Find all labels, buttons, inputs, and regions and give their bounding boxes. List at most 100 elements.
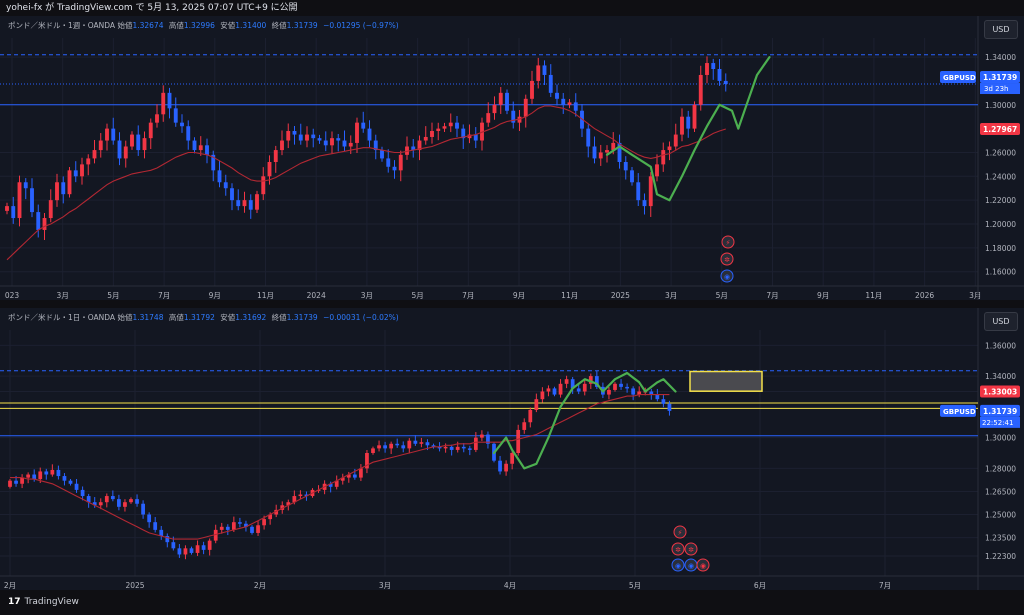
candle-body: [377, 445, 381, 449]
event-icon-glyph: ◉: [688, 562, 694, 570]
candle-body: [135, 499, 139, 504]
candle-body: [167, 92, 172, 109]
candle-body: [207, 540, 212, 550]
candle-body: [136, 134, 141, 151]
candle-body: [30, 188, 34, 213]
candle-body: [311, 134, 316, 139]
candle-body: [617, 142, 622, 162]
candle-body: [711, 63, 716, 69]
candle-body: [552, 388, 557, 395]
candle-body: [567, 102, 572, 105]
candle-body: [455, 446, 460, 450]
candle-body: [346, 474, 351, 478]
close-label: 終値: [271, 313, 287, 322]
drawn-wave-line: [605, 56, 771, 202]
candle-body: [201, 545, 206, 550]
candle-body: [267, 162, 272, 177]
candle-body: [155, 114, 159, 123]
y-tick-label: 1.24000: [985, 172, 1016, 181]
candle-body: [573, 102, 578, 111]
x-tick-label: 3月: [665, 291, 677, 300]
candle-body: [244, 523, 248, 527]
x-tick-label: 5月: [629, 581, 641, 590]
candle-body: [261, 176, 266, 195]
candle-body: [576, 388, 581, 392]
daily-last-price-tag-bg: [980, 404, 1020, 417]
candle-body: [542, 65, 547, 75]
candle-body: [62, 476, 67, 481]
weekly-countdown-bg: [980, 83, 1020, 95]
weekly-last-price-tag-bg: [980, 71, 1020, 84]
x-tick-label: 2月: [4, 581, 16, 590]
open-label: 始値: [117, 313, 133, 322]
candle-body: [419, 442, 424, 444]
candle-body: [73, 170, 78, 177]
candle-body: [401, 445, 406, 449]
x-tick-label: 7月: [766, 291, 778, 300]
candle-body: [359, 468, 363, 478]
candle-body: [250, 526, 254, 533]
x-tick-label: 6月: [754, 581, 766, 590]
x-tick-label: 4月: [504, 581, 516, 590]
candle-body: [348, 142, 353, 147]
x-tick-label: 5月: [411, 291, 423, 300]
currency-button[interactable]: USD: [984, 20, 1018, 39]
candle-body: [655, 164, 659, 177]
candle-body: [546, 388, 551, 392]
candle-body: [67, 170, 72, 195]
candle-body: [473, 437, 478, 450]
candle-body: [80, 164, 84, 177]
candle-body: [582, 383, 587, 392]
currency-button[interactable]: USD: [984, 312, 1018, 331]
candle-body: [117, 499, 121, 507]
candle-body: [38, 471, 43, 480]
candle-body: [649, 391, 654, 395]
candle-body: [153, 522, 158, 530]
candle-body: [586, 128, 591, 147]
y-tick-label: 1.22000: [985, 196, 1016, 205]
close-value: 1.31739: [286, 313, 318, 322]
candle-body: [723, 80, 728, 85]
x-tick-label: 2025: [611, 291, 630, 300]
weekly-chart-panel[interactable]: 023 3月 5月 7月 9月 11月 2024 3月 5月 7月 9月 11月 2025 3月 5月 7月 9…: [0, 16, 1024, 304]
candle-body: [55, 182, 59, 201]
brand-name: TradingView: [24, 597, 79, 607]
y-tick-label: 1.36000: [985, 341, 1016, 350]
y-tick-label: 1.34000: [985, 53, 1016, 62]
high-value: 1.32996: [183, 21, 215, 30]
candle-body: [480, 434, 484, 438]
candle-body: [161, 92, 166, 115]
candle-body: [123, 502, 127, 507]
candle-body: [705, 63, 709, 75]
event-icon: [671, 542, 685, 556]
candle-body: [98, 502, 103, 506]
candle-body: [673, 134, 678, 147]
candle-body: [449, 446, 454, 450]
candle-body: [417, 140, 422, 151]
moving-average-line: [6, 105, 726, 261]
candle-body: [605, 150, 609, 153]
candle-body: [117, 140, 122, 159]
candle-body: [5, 206, 9, 211]
drawn-wave-line: [492, 371, 677, 470]
weekly-chart[interactable]: 023 3月 5月 7月 9月 11月 2024 3月 5月 7月 9月 11月 2025 3月 5月 7月 9…: [0, 16, 1024, 304]
candle-body: [280, 140, 284, 151]
candle-body: [570, 379, 575, 389]
x-tick-label: 9月: [209, 291, 221, 300]
daily-chart[interactable]: 2月 2025 2月 3月 4月 5月 6月 7月 1.36000 1.34000 1.30000 1…: [0, 308, 1024, 594]
candle-body: [98, 140, 103, 151]
candle-body: [594, 376, 599, 387]
candle-body: [340, 477, 345, 481]
candle-body: [173, 108, 178, 123]
candle-body: [342, 140, 347, 147]
candle-body: [11, 206, 16, 219]
high-label: 高値: [168, 313, 184, 322]
x-tick-label: 2024: [307, 291, 326, 300]
low-value: 1.31692: [235, 313, 267, 322]
candle-body: [36, 212, 41, 230]
y-tick-label: 1.30000: [985, 101, 1016, 110]
candle-body: [192, 140, 197, 151]
candle-body: [613, 383, 617, 390]
daily-chart-panel[interactable]: 2月 2025 2月 3月 4月 5月 6月 7月 1.36000 1.34000 1.30000 1…: [0, 308, 1024, 594]
pane-separator[interactable]: [0, 300, 1024, 308]
